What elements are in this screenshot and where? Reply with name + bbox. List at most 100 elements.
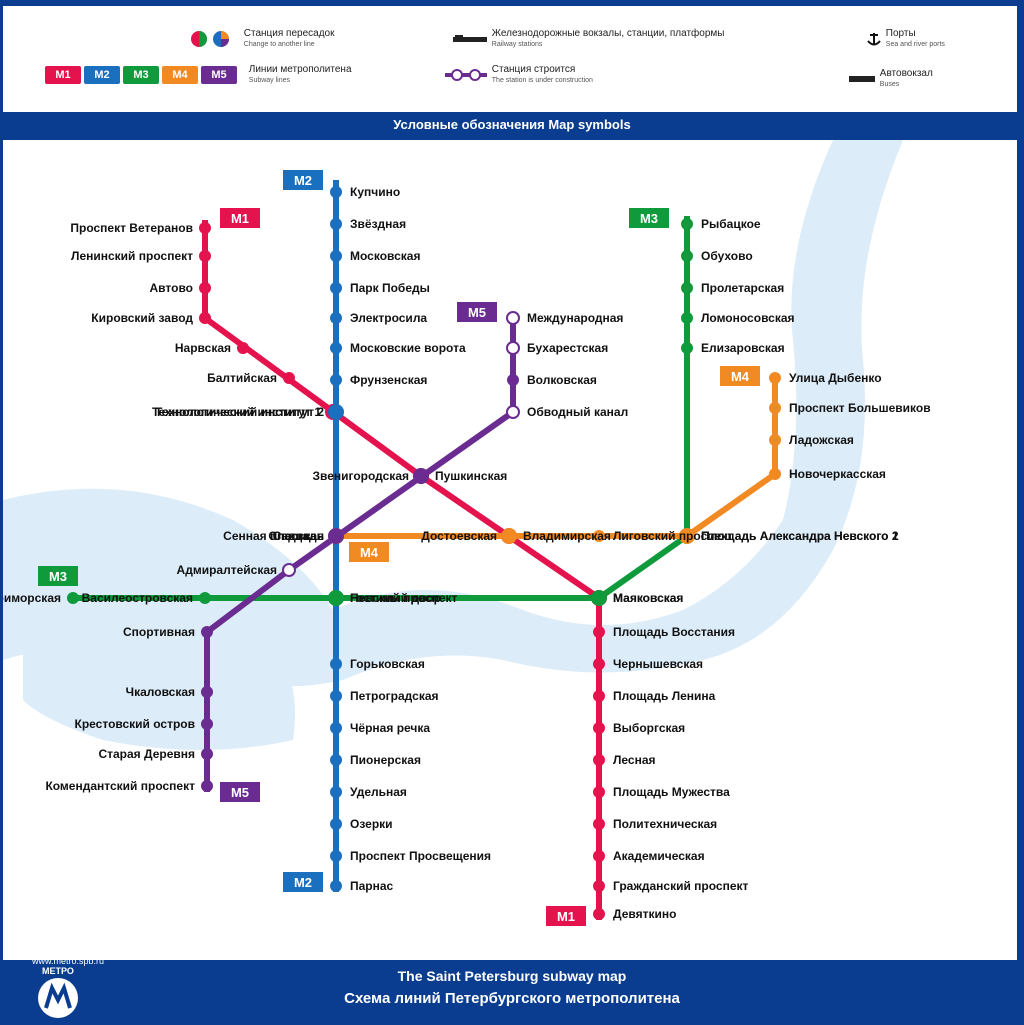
station-marker[interactable] xyxy=(769,434,781,446)
station-marker[interactable] xyxy=(591,590,607,606)
station-label[interactable]: Владимирская xyxy=(523,529,611,543)
station-label[interactable]: Бухарестская xyxy=(527,341,608,355)
station-label[interactable]: Лесная xyxy=(613,753,656,767)
station-label[interactable]: Проспект Большевиков xyxy=(789,401,931,415)
station-marker[interactable] xyxy=(328,404,344,420)
station-label[interactable]: Старая Деревня xyxy=(98,747,195,761)
station-label[interactable]: Пушкинская xyxy=(435,469,507,483)
station-marker[interactable] xyxy=(201,780,213,792)
station-marker[interactable] xyxy=(330,282,342,294)
station-label[interactable]: Площадь Восстания xyxy=(613,625,735,639)
station-marker[interactable] xyxy=(593,908,605,920)
station-marker[interactable] xyxy=(330,786,342,798)
station-marker[interactable] xyxy=(201,626,213,638)
station-marker[interactable] xyxy=(199,312,211,324)
station-label[interactable]: Гостиный двор xyxy=(350,591,441,605)
station-label[interactable]: Политехническая xyxy=(613,817,717,831)
station-marker[interactable] xyxy=(330,690,342,702)
station-marker[interactable] xyxy=(199,592,211,604)
station-marker[interactable] xyxy=(328,528,344,544)
station-marker[interactable] xyxy=(330,218,342,230)
station-marker[interactable] xyxy=(330,850,342,862)
station-label[interactable]: Парк Победы xyxy=(350,281,430,295)
station-marker[interactable] xyxy=(330,722,342,734)
station-label[interactable]: Маяковская xyxy=(613,591,683,605)
station-marker[interactable] xyxy=(769,468,781,480)
station-label[interactable]: Девяткино xyxy=(613,907,676,921)
station-label[interactable]: Ломоносовская xyxy=(701,311,795,325)
station-marker[interactable] xyxy=(330,250,342,262)
station-label[interactable]: Спортивная xyxy=(123,625,195,639)
station-marker[interactable] xyxy=(199,222,211,234)
station-marker[interactable] xyxy=(330,374,342,386)
station-marker[interactable] xyxy=(593,880,605,892)
station-label[interactable]: Сенная площадь xyxy=(223,529,324,543)
station-marker[interactable] xyxy=(593,786,605,798)
station-marker[interactable] xyxy=(330,818,342,830)
station-marker[interactable] xyxy=(199,282,211,294)
station-marker[interactable] xyxy=(330,754,342,766)
station-label[interactable]: Проспект Просвещения xyxy=(350,849,491,863)
station-label[interactable]: Волковская xyxy=(527,373,597,387)
station-marker[interactable] xyxy=(201,718,213,730)
station-marker[interactable] xyxy=(593,626,605,638)
station-label[interactable]: Комендантский проспект xyxy=(45,779,195,793)
station-label[interactable]: Пионерская xyxy=(350,753,421,767)
station-marker[interactable] xyxy=(769,372,781,384)
station-label[interactable]: Площадь Мужества xyxy=(613,785,730,799)
station-label[interactable]: Электросила xyxy=(350,311,427,325)
station-label[interactable]: Озерки xyxy=(350,817,393,831)
station-label[interactable]: Адмиралтейская xyxy=(177,563,277,577)
station-marker[interactable] xyxy=(681,218,693,230)
station-label[interactable]: Выборгская xyxy=(613,721,685,735)
station-marker[interactable] xyxy=(681,312,693,324)
station-label[interactable]: Чкаловская xyxy=(126,685,195,699)
station-label[interactable]: Елизаровская xyxy=(701,341,785,355)
station-label[interactable]: Спасская xyxy=(268,529,324,543)
station-marker[interactable] xyxy=(330,312,342,324)
station-marker[interactable] xyxy=(593,658,605,670)
station-marker[interactable] xyxy=(593,530,605,542)
station-label[interactable]: Лиговский проспект xyxy=(613,529,733,543)
station-label[interactable]: Петроградская xyxy=(350,689,439,703)
station-label[interactable]: Новочеркасская xyxy=(789,467,886,481)
station-label[interactable]: Чёрная речка xyxy=(350,721,430,735)
station-label[interactable]: Проспект Ветеранов xyxy=(70,221,193,235)
station-marker[interactable] xyxy=(679,528,695,544)
station-marker[interactable] xyxy=(201,686,213,698)
station-label[interactable]: Ленинский проспект xyxy=(71,249,193,263)
station-label[interactable]: Академическая xyxy=(613,849,705,863)
station-label[interactable]: Достоевская xyxy=(421,529,497,543)
station-label[interactable]: Приморская xyxy=(3,591,61,605)
station-marker[interactable] xyxy=(593,722,605,734)
station-marker[interactable] xyxy=(506,341,520,355)
station-label[interactable]: Балтийская xyxy=(207,371,277,385)
station-marker[interactable] xyxy=(593,818,605,830)
station-marker[interactable] xyxy=(330,880,342,892)
station-marker[interactable] xyxy=(506,311,520,325)
station-marker[interactable] xyxy=(413,468,429,484)
station-marker[interactable] xyxy=(283,372,295,384)
station-label[interactable]: Площадь Александра Невского 2 xyxy=(701,529,899,543)
station-label[interactable]: Фрунзенская xyxy=(350,373,427,387)
station-marker[interactable] xyxy=(593,690,605,702)
station-label[interactable]: Международная xyxy=(527,311,623,325)
station-marker[interactable] xyxy=(681,342,693,354)
station-label[interactable]: Парнас xyxy=(350,879,394,893)
station-label[interactable]: Гражданский проспект xyxy=(613,879,749,893)
station-label[interactable]: Купчино xyxy=(350,185,400,199)
station-marker[interactable] xyxy=(201,748,213,760)
station-label[interactable]: Площадь Ленина xyxy=(613,689,716,703)
station-label[interactable]: Технологический институт 2 xyxy=(155,405,324,419)
station-label[interactable]: Московские ворота xyxy=(350,341,466,355)
station-label[interactable]: Садовая xyxy=(273,529,324,543)
station-marker[interactable] xyxy=(681,250,693,262)
station-label[interactable]: Московская xyxy=(350,249,420,263)
station-label[interactable]: Маяковская xyxy=(613,591,683,605)
station-marker[interactable] xyxy=(593,754,605,766)
station-marker[interactable] xyxy=(681,282,693,294)
station-marker[interactable] xyxy=(330,342,342,354)
station-marker[interactable] xyxy=(501,528,517,544)
station-label[interactable]: Крестовский остров xyxy=(75,717,196,731)
station-label[interactable]: Чернышевская xyxy=(613,657,703,671)
